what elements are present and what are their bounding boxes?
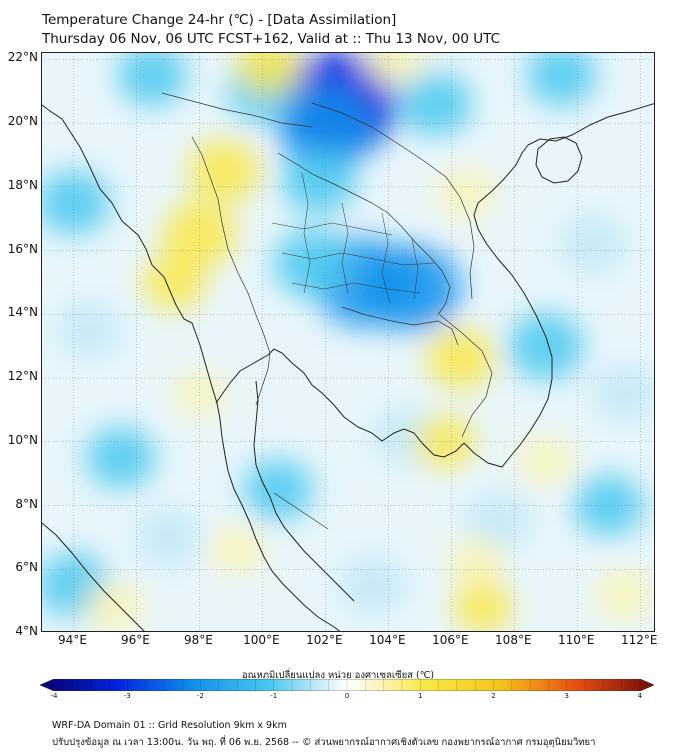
field-anomaly-34 [173, 371, 226, 417]
lat-label: 6°N [15, 560, 38, 575]
field-anomaly-13 [57, 302, 122, 359]
colorbar-ticks [53, 679, 641, 691]
field-anomaly-11 [559, 215, 627, 274]
lat-label: 8°N [15, 496, 38, 511]
field-anomaly-28 [414, 415, 476, 469]
lon-label: 104°E [369, 633, 406, 647]
map-panel[interactable] [41, 52, 655, 632]
field-anomaly-24 [162, 201, 237, 269]
field-anomaly-1 [279, 87, 372, 172]
china-myanmar-border [161, 92, 313, 128]
field-anomaly-17 [243, 458, 313, 521]
lat-label: 12°N [7, 369, 38, 384]
field-anomaly-37 [595, 569, 654, 620]
lat-label: 14°N [7, 305, 38, 320]
lon-label: 96°E [121, 633, 150, 647]
field-anomaly-14 [86, 427, 156, 489]
lat-label: 10°N [7, 432, 38, 447]
field-anomaly-33 [518, 437, 574, 485]
lat-label: 20°N [7, 114, 38, 129]
field-anomaly-26 [235, 53, 302, 95]
thailand-laos-border [277, 152, 451, 316]
footer-model-info: WRF-DA Domain 01 :: Grid Resolution 9km … [52, 720, 287, 731]
field-anomaly-5 [281, 147, 357, 214]
colorbar-tick-label: 1 [418, 692, 423, 700]
field-anomaly-31 [447, 537, 506, 588]
peninsula-east-coast [253, 380, 355, 602]
colorbar-tick-label: -3 [123, 692, 131, 700]
cambodia-vietnam-border [439, 314, 493, 438]
thailand-malaysia-border [273, 492, 329, 530]
map-subtitle: Thursday 06 Nov, 06 UTC FCST+162, Valid … [42, 31, 501, 47]
lat-label: 16°N [7, 241, 38, 256]
temperature-field [42, 53, 654, 631]
coastlines [42, 103, 654, 631]
lon-label: 100°E [243, 633, 280, 647]
colorbar-tick-label: 4 [637, 692, 643, 700]
colorbar-tick-label: -4 [50, 692, 58, 700]
field-anomaly-16 [134, 508, 202, 567]
colorbar-title: อุณหภูมิเปลี่ยนแปลง หน่วย องศาเซลเซียส (… [241, 670, 435, 681]
admin-borders [161, 92, 493, 530]
colorbar-tick-label: 3 [564, 692, 569, 700]
field-anomaly-12 [42, 170, 110, 235]
lat-label: 4°N [15, 624, 38, 638]
field-anomaly-19 [465, 492, 532, 551]
lat-label: 18°N [7, 177, 38, 192]
sumatra-coast [42, 522, 145, 631]
colorbar-tick-label: -2 [197, 692, 204, 700]
lon-label: 106°E [432, 633, 469, 647]
colorbar-tick-label: 2 [491, 692, 496, 700]
field-anomaly-25 [142, 254, 207, 311]
field-anomaly-20 [574, 474, 644, 537]
field-anomaly-7 [399, 71, 472, 136]
lon-label: 110°E [558, 633, 595, 647]
temperature-change-map[interactable] [42, 53, 655, 632]
field-anomaly-29 [85, 582, 144, 631]
gulf-of-thailand-coast [215, 348, 465, 458]
vietnam-coastline [463, 144, 553, 468]
field-anomaly-8 [526, 53, 597, 106]
field-anomaly-10 [508, 312, 584, 380]
map-title: Temperature Change 24-hr (℃) - [Data Ass… [42, 12, 397, 28]
hainan-island [535, 136, 583, 184]
field-anomaly-36 [365, 53, 424, 85]
field-anomaly-23 [188, 138, 261, 203]
footer-credit: ปรับปรุงข้อมูล ณ เวลา 13:00น. วัน พฤ. ที… [52, 737, 596, 748]
field-anomaly-27 [426, 328, 496, 390]
field-anomaly-9 [117, 53, 187, 106]
province-lines [271, 172, 435, 304]
field-anomaly-4 [273, 228, 352, 299]
colorbar-gradient [40, 679, 654, 691]
lon-label: 98°E [183, 633, 213, 647]
colorbar-tick-label: 0 [344, 692, 350, 700]
colorbar-tick-label: -1 [270, 692, 278, 700]
field-anomaly-18 [339, 555, 406, 615]
mainland-coastline [42, 104, 341, 631]
thailand-cambodia-border [341, 306, 459, 346]
field-anomaly-35 [438, 168, 497, 219]
lat-label: 22°N [7, 50, 38, 65]
south-china-coastline [527, 103, 654, 146]
lon-label: 94°E [58, 633, 87, 647]
lon-label: 112°E [621, 633, 658, 647]
lon-label: 108°E [495, 633, 532, 647]
myanmar-thailand-border [191, 136, 271, 406]
field-anomaly-32 [452, 581, 514, 631]
field-anomaly-3 [366, 245, 461, 333]
field-anomaly-30 [209, 526, 265, 574]
laos-vietnam-border [311, 102, 475, 300]
colorbar [40, 679, 654, 691]
graticule [42, 53, 654, 631]
field-anomaly-22 [592, 366, 654, 422]
lon-label: 102°E [306, 633, 343, 647]
